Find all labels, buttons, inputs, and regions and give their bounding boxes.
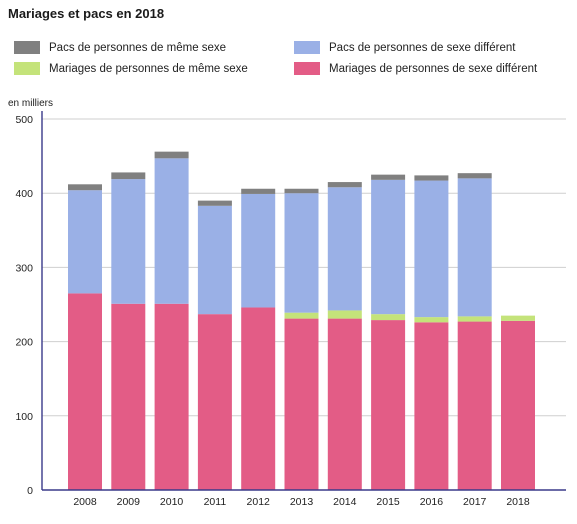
legend-label: Pacs de personnes de sexe différent (329, 41, 516, 54)
bar-segment (457, 173, 492, 179)
x-tick-label: 2013 (290, 496, 314, 508)
bar-segment (284, 318, 319, 490)
x-tick-label: 2015 (376, 496, 400, 508)
bar-segment (457, 321, 492, 490)
y-axis-unit-label: en milliers (8, 98, 54, 109)
bar-segment (68, 184, 102, 191)
bar-segment (111, 172, 146, 180)
bar-segment (68, 293, 102, 490)
bar-segment (327, 182, 362, 188)
bar-segment (197, 200, 232, 206)
bar-segment (371, 179, 406, 315)
x-tick-label: 2008 (73, 496, 97, 508)
legend-label: Mariages de personnes de sexe différent (329, 62, 538, 75)
bar-segment (241, 188, 276, 194)
bar-segment (371, 174, 406, 180)
bar-segment (327, 187, 362, 311)
bar-segment (154, 151, 189, 159)
bar-segment (327, 310, 362, 319)
y-tick-label: 300 (15, 262, 33, 274)
bar-segment (371, 314, 406, 321)
x-tick-label: 2010 (160, 496, 184, 508)
y-tick-label: 200 (15, 337, 33, 349)
bar-segment (284, 188, 319, 194)
legend-swatch (294, 41, 320, 54)
chart-title: Mariages et pacs en 2018 (8, 6, 165, 21)
bar-segment (414, 322, 449, 490)
y-tick-label: 400 (15, 188, 33, 200)
bar-segment (414, 175, 449, 181)
bar-segment (284, 312, 319, 319)
bar-segment (457, 178, 492, 317)
legend-swatch (294, 62, 320, 75)
y-tick-label: 500 (15, 114, 33, 126)
legend-swatch (14, 41, 40, 54)
bar-segment (111, 179, 146, 304)
bar-segment (501, 315, 535, 321)
legend-item-pacs-meme-sexe: Pacs de personnes de même sexe (14, 41, 226, 54)
bar-segment (154, 303, 189, 490)
legend-swatch (14, 62, 40, 75)
legend: Pacs de personnes de même sexe Mariages … (0, 0, 577, 90)
bar-segment (111, 303, 146, 490)
bar-segment (68, 190, 102, 294)
bar-segment (241, 307, 276, 490)
legend-label: Pacs de personnes de même sexe (49, 41, 227, 54)
bar-segment (457, 316, 492, 322)
legend-item-pacs-sexe-different: Pacs de personnes de sexe différent (294, 41, 515, 54)
legend-item-mariages-meme-sexe: Mariages de personnes de même sexe (14, 62, 248, 75)
x-tick-label: 2014 (333, 496, 357, 508)
bar-segment (241, 193, 276, 308)
bar-segment (154, 158, 189, 304)
x-tick-label: 2017 (463, 496, 487, 508)
bar-segment (197, 205, 232, 315)
x-tick-label: 2011 (204, 496, 227, 508)
x-tick-label: 2009 (117, 496, 141, 508)
bar-segment (414, 317, 449, 323)
bar-segment (371, 320, 406, 490)
legend-label: Mariages de personnes de même sexe (49, 62, 248, 75)
bar-segment (327, 318, 362, 490)
x-tick-label: 2012 (247, 496, 271, 508)
bar-segment (197, 314, 232, 490)
bar-segment (414, 180, 449, 318)
legend-item-mariages-sexe-different: Mariages de personnes de sexe différent (294, 62, 537, 75)
y-tick-label: 0 (27, 485, 33, 497)
y-tick-label: 100 (15, 411, 33, 423)
bar-segment (501, 320, 535, 490)
bar-segment (284, 193, 319, 313)
x-tick-label: 2018 (506, 496, 530, 508)
x-tick-label: 2016 (420, 496, 444, 508)
